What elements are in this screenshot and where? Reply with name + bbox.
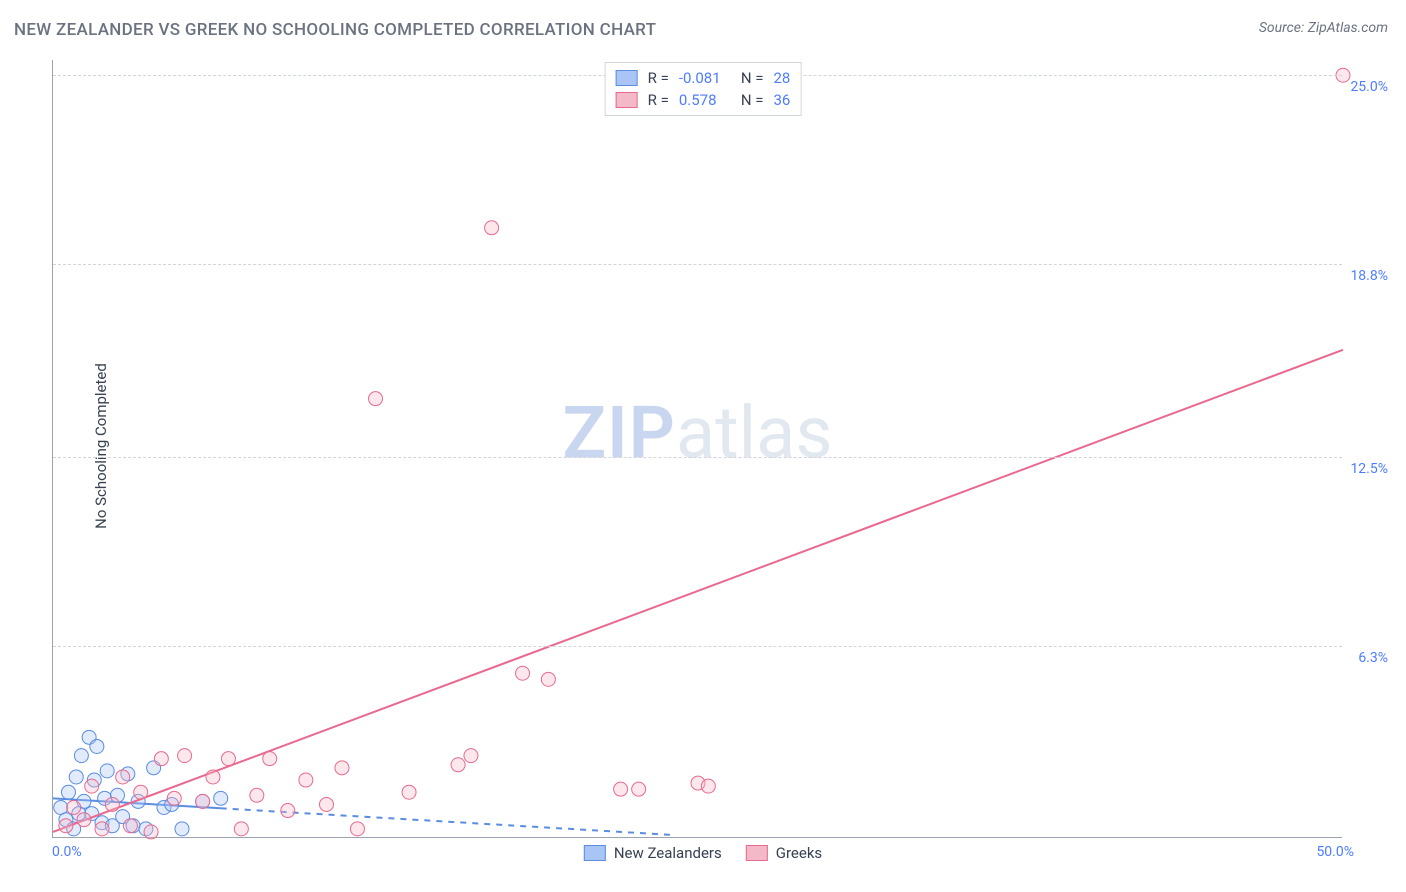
data-point bbox=[154, 752, 168, 766]
data-point bbox=[61, 785, 75, 799]
y-tick-label: 18.8% bbox=[1350, 268, 1388, 284]
data-point bbox=[116, 770, 130, 784]
legend-stats-row: R = 0.578 N = 36 bbox=[616, 89, 791, 111]
legend-swatch bbox=[616, 70, 638, 86]
legend-series-item: New Zealanders bbox=[584, 844, 722, 862]
legend-swatch bbox=[746, 845, 768, 861]
data-point bbox=[206, 770, 220, 784]
data-point bbox=[234, 822, 248, 836]
data-point bbox=[281, 804, 295, 818]
r-value: 0.578 bbox=[679, 91, 731, 109]
data-point bbox=[59, 819, 73, 833]
r-label: R = bbox=[648, 69, 669, 87]
r-label: R = bbox=[648, 91, 669, 109]
data-point bbox=[77, 813, 91, 827]
data-point bbox=[144, 825, 158, 839]
data-point bbox=[451, 758, 465, 772]
y-tick-label: 6.3% bbox=[1358, 650, 1388, 666]
data-point bbox=[175, 822, 189, 836]
data-point bbox=[319, 797, 333, 811]
data-point bbox=[299, 773, 313, 787]
data-point bbox=[614, 782, 628, 796]
trend-line bbox=[53, 350, 1343, 832]
legend-series-label: New Zealanders bbox=[614, 844, 722, 862]
n-value: 28 bbox=[773, 69, 790, 87]
data-point bbox=[402, 785, 416, 799]
data-point bbox=[214, 791, 228, 805]
data-point bbox=[67, 800, 81, 814]
data-point bbox=[69, 770, 83, 784]
chart-title: NEW ZEALANDER VS GREEK NO SCHOOLING COMP… bbox=[14, 20, 656, 40]
data-point bbox=[485, 221, 499, 235]
n-value: 36 bbox=[773, 91, 790, 109]
data-point bbox=[196, 794, 210, 808]
y-tick-label: 12.5% bbox=[1350, 461, 1388, 477]
legend-swatch bbox=[584, 845, 606, 861]
x-tick-label: 50.0% bbox=[1316, 844, 1354, 860]
data-point bbox=[74, 749, 88, 763]
legend-series-item: Greeks bbox=[746, 844, 822, 862]
y-tick-label: 25.0% bbox=[1350, 79, 1388, 95]
data-point bbox=[134, 785, 148, 799]
x-tick-label: 0.0% bbox=[52, 844, 82, 860]
legend-series-label: Greeks bbox=[776, 844, 822, 862]
data-point bbox=[221, 752, 235, 766]
data-point bbox=[167, 791, 181, 805]
plot-area: ZIPatlas bbox=[52, 60, 1342, 838]
n-label: N = bbox=[741, 91, 764, 109]
legend-stats-row: R = -0.081 N = 28 bbox=[616, 67, 791, 89]
data-point bbox=[464, 749, 478, 763]
data-point bbox=[100, 764, 114, 778]
data-point bbox=[541, 672, 555, 686]
data-point bbox=[701, 779, 715, 793]
data-point bbox=[350, 822, 364, 836]
data-point bbox=[263, 752, 277, 766]
data-point bbox=[95, 822, 109, 836]
legend-series: New Zealanders Greeks bbox=[584, 844, 822, 862]
gridline bbox=[53, 457, 1342, 458]
data-point bbox=[90, 739, 104, 753]
data-point bbox=[178, 749, 192, 763]
data-point bbox=[335, 761, 349, 775]
data-point bbox=[632, 782, 646, 796]
data-point bbox=[516, 666, 530, 680]
plot-svg bbox=[53, 60, 1342, 837]
gridline bbox=[53, 646, 1342, 647]
legend-swatch bbox=[616, 92, 638, 108]
r-value: -0.081 bbox=[679, 69, 731, 87]
data-point bbox=[85, 779, 99, 793]
data-point bbox=[123, 819, 137, 833]
gridline bbox=[53, 264, 1342, 265]
legend-stats: R = -0.081 N = 28 R = 0.578 N = 36 bbox=[605, 62, 802, 116]
source-attribution: Source: ZipAtlas.com bbox=[1259, 20, 1388, 36]
data-point bbox=[369, 392, 383, 406]
data-point bbox=[105, 797, 119, 811]
data-point bbox=[250, 788, 264, 802]
correlation-chart: NEW ZEALANDER VS GREEK NO SCHOOLING COMP… bbox=[0, 0, 1406, 892]
n-label: N = bbox=[741, 69, 764, 87]
